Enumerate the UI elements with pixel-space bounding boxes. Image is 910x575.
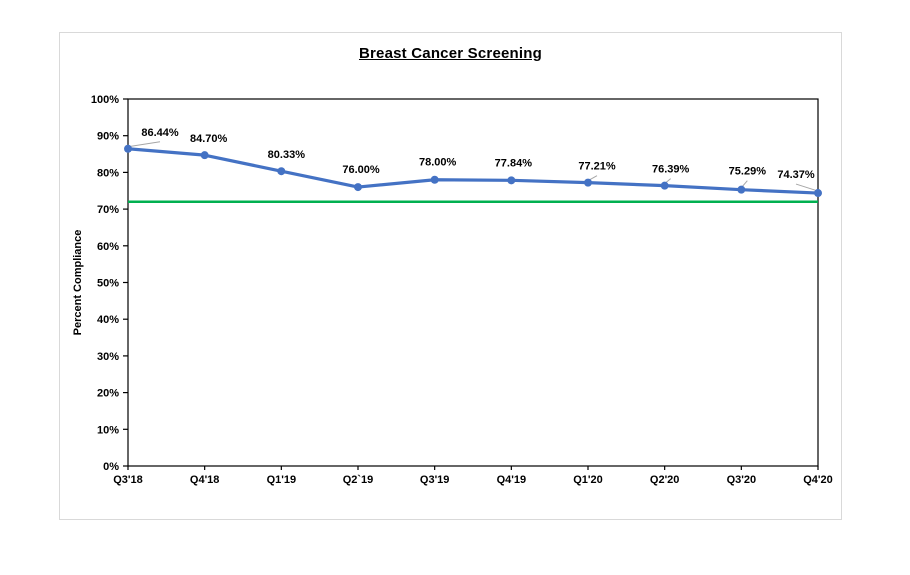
data-label: 77.21% — [578, 161, 616, 173]
data-point-marker — [277, 167, 286, 176]
y-tick-label: 0% — [103, 461, 119, 473]
data-label: 76.39% — [652, 164, 690, 176]
x-tick-label: Q4'19 — [497, 474, 527, 486]
x-tick-label: Q3'19 — [420, 474, 450, 486]
x-tick-label: Q3'18 — [113, 474, 143, 486]
data-point-marker — [814, 189, 822, 198]
y-tick-label: 70% — [97, 204, 119, 216]
data-label: 86.44% — [141, 127, 179, 139]
x-tick-label: Q2'20 — [650, 474, 680, 486]
series-line — [126, 147, 820, 195]
line-chart: 0% 10% 20% 30% 40% 50% 60% 70% 80% 90% 100% Q3'18 Q4… — [72, 94, 833, 486]
data-label: 76.00% — [342, 164, 380, 176]
x-tick-label: Q2`19 — [343, 474, 374, 486]
x-tick-label: Q3'20 — [727, 474, 757, 486]
data-point-marker — [124, 144, 132, 153]
data-label: 80.33% — [268, 149, 306, 161]
y-tick-label: 10% — [97, 424, 119, 436]
chart-frame: Breast Cancer Screening 0% 10% 20% 30% 40% 50… — [59, 32, 842, 520]
data-point-marker — [584, 178, 592, 187]
chart-title: Breast Cancer Screening — [358, 45, 542, 62]
y-tick-label: 100% — [91, 94, 119, 106]
x-tick-label: Q4'18 — [190, 474, 220, 486]
y-tick-label: 20% — [97, 388, 119, 400]
data-label-leader-line — [795, 183, 819, 192]
y-tick-label: 90% — [97, 131, 119, 143]
data-point-marker — [660, 181, 669, 190]
y-tick-label: 30% — [97, 351, 119, 363]
data-point-marker — [507, 176, 516, 185]
data-point-marker — [354, 183, 362, 192]
data-label: 78.00% — [419, 157, 457, 169]
data-label: 77.84% — [495, 157, 533, 169]
data-label-leader-line — [127, 141, 161, 148]
y-axis-title: Percent Compliance — [72, 230, 84, 336]
data-label: 74.37% — [777, 169, 815, 181]
data-point-marker — [737, 185, 746, 194]
data-point-marker — [430, 175, 439, 184]
x-tick-label: Q4'20 — [803, 474, 833, 486]
y-tick-label: 80% — [97, 167, 119, 179]
x-tick-label: Q1'19 — [267, 474, 297, 486]
y-tick-label: 40% — [97, 314, 119, 326]
data-label: 75.29% — [729, 166, 767, 178]
data-point-marker — [200, 151, 209, 160]
plot-area-border — [127, 98, 819, 467]
y-tick-label: 50% — [97, 278, 119, 290]
y-tick-label: 60% — [97, 241, 119, 253]
x-tick-label: Q1'20 — [573, 474, 603, 486]
data-label: 84.70% — [190, 133, 228, 145]
